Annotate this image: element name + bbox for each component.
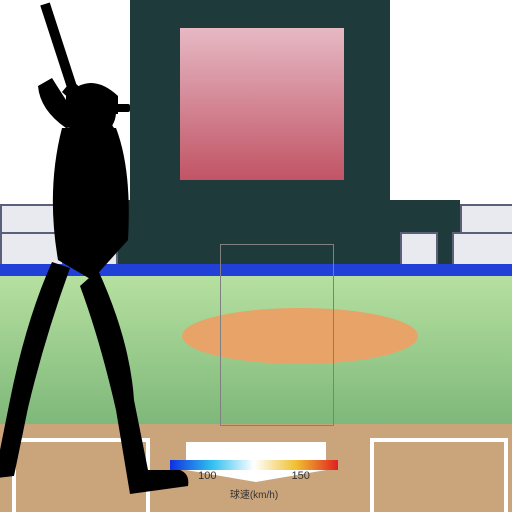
pitch-chart: 100 150 球速(km/h) bbox=[0, 0, 512, 512]
speed-legend: 100 150 球速(km/h) bbox=[170, 460, 338, 504]
legend-bar bbox=[170, 460, 338, 470]
legend-tick: 100 bbox=[198, 470, 216, 482]
legend-tick: 150 bbox=[292, 470, 310, 482]
legend-label: 球速(km/h) bbox=[230, 486, 278, 501]
batter-silhouette bbox=[0, 0, 240, 512]
legend-ticks: 100 150 bbox=[170, 470, 338, 484]
